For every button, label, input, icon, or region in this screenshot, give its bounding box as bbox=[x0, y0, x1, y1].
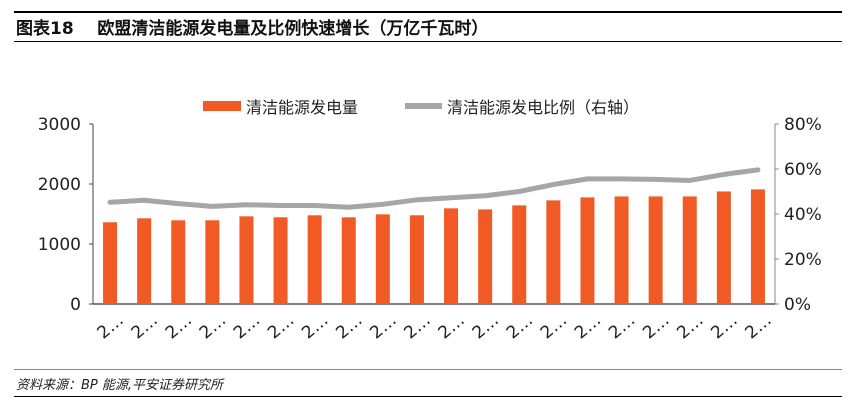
bar bbox=[682, 196, 697, 304]
bar bbox=[580, 197, 595, 304]
x-tick-label: 2… bbox=[605, 310, 639, 343]
bar bbox=[512, 205, 527, 304]
legend-label-line: 清洁能源发电比例（右轴） bbox=[447, 98, 639, 117]
bar bbox=[137, 218, 152, 304]
bar bbox=[409, 215, 424, 304]
source-note: 资料来源：BP 能源,平安证券研究所 bbox=[16, 378, 224, 393]
x-tick-label: 2… bbox=[435, 310, 469, 343]
x-tick-label: 2… bbox=[401, 310, 435, 343]
bar bbox=[614, 196, 629, 304]
bar bbox=[341, 217, 356, 304]
right-tick-label: 60% bbox=[784, 160, 822, 180]
left-tick-label: 2000 bbox=[38, 175, 81, 195]
bar bbox=[546, 200, 561, 304]
x-tick-label: 2… bbox=[366, 310, 400, 343]
x-tick-label: 2… bbox=[673, 310, 707, 343]
ratio-line bbox=[107, 167, 761, 210]
bar bbox=[716, 191, 731, 304]
left-tick-label: 1000 bbox=[38, 235, 81, 255]
bar bbox=[171, 220, 186, 304]
bar bbox=[239, 216, 254, 304]
bar bbox=[273, 217, 288, 304]
right-tick-label: 20% bbox=[784, 250, 822, 270]
x-tick-label: 2… bbox=[571, 310, 605, 343]
right-tick-label: 80% bbox=[784, 115, 822, 135]
x-tick-label: 2… bbox=[298, 310, 332, 343]
x-tick-label: 2… bbox=[332, 310, 366, 343]
bottom-rule bbox=[14, 396, 842, 397]
x-tick-label: 2… bbox=[469, 310, 503, 343]
left-tick-label: 0 bbox=[70, 295, 81, 315]
x-tick-label: 2… bbox=[639, 310, 673, 343]
legend-label-bar: 清洁能源发电量 bbox=[246, 98, 358, 117]
x-tick-label: 2… bbox=[707, 310, 741, 343]
x-tick-label: 2… bbox=[503, 310, 537, 343]
bar bbox=[750, 189, 765, 304]
source-rule bbox=[14, 369, 842, 370]
bar bbox=[205, 220, 220, 304]
legend-swatch-bar bbox=[203, 101, 241, 111]
x-tick-label: 2… bbox=[128, 310, 162, 343]
x-tick-label: 2… bbox=[742, 310, 776, 343]
title-rule bbox=[14, 41, 842, 42]
legend: 清洁能源发电量 清洁能源发电比例（右轴） bbox=[203, 98, 639, 117]
bar bbox=[478, 209, 493, 304]
top-rule bbox=[14, 11, 842, 13]
bar bbox=[103, 222, 118, 304]
chart-title: 图表18 欧盟清洁能源发电量及比例快速增长（万亿千瓦时） bbox=[16, 19, 489, 39]
x-tick-label: 2… bbox=[94, 310, 128, 343]
right-tick-label: 40% bbox=[784, 205, 822, 225]
x-tick-label: 2… bbox=[264, 310, 298, 343]
bar bbox=[375, 214, 390, 304]
x-tick-label: 2… bbox=[196, 310, 230, 343]
x-tick-label: 2… bbox=[537, 310, 571, 343]
x-tick-label: 2… bbox=[230, 310, 264, 343]
left-tick-label: 3000 bbox=[38, 115, 81, 135]
bar bbox=[307, 215, 322, 304]
bar bbox=[444, 208, 459, 304]
x-tick-label: 2… bbox=[162, 310, 196, 343]
bar bbox=[648, 196, 663, 304]
right-tick-label: 0% bbox=[784, 295, 811, 315]
